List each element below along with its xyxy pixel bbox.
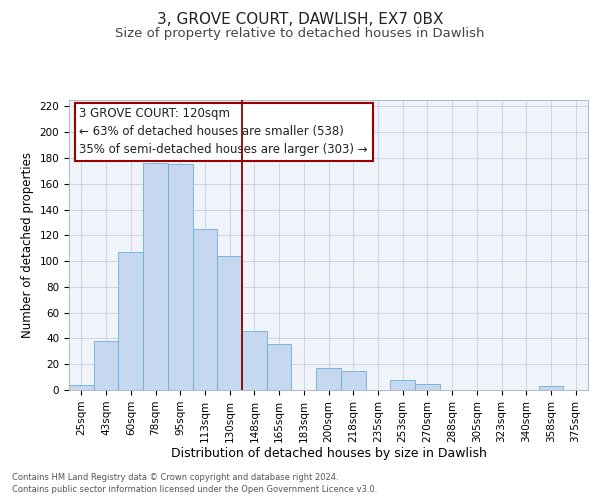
Bar (341, 370, 365, 390)
Bar (415, 384, 440, 390)
Text: 3 GROVE COURT: 120sqm
← 63% of detached houses are smaller (538)
35% of semi-det: 3 GROVE COURT: 120sqm ← 63% of detached … (79, 108, 368, 156)
Bar (118, 252, 143, 390)
Bar (143, 163, 168, 390)
Text: Contains public sector information licensed under the Open Government Licence v3: Contains public sector information licen… (12, 485, 377, 494)
Bar (168, 164, 193, 390)
Bar (267, 344, 292, 390)
Y-axis label: Number of detached properties: Number of detached properties (21, 152, 34, 338)
Bar (316, 368, 341, 390)
Bar (69, 385, 94, 390)
Text: Size of property relative to detached houses in Dawlish: Size of property relative to detached ho… (115, 28, 485, 40)
Text: 3, GROVE COURT, DAWLISH, EX7 0BX: 3, GROVE COURT, DAWLISH, EX7 0BX (157, 12, 443, 28)
Bar (242, 330, 267, 390)
Bar (217, 256, 242, 390)
Bar (539, 386, 563, 390)
X-axis label: Distribution of detached houses by size in Dawlish: Distribution of detached houses by size … (170, 448, 487, 460)
Bar (193, 229, 217, 390)
Text: Contains HM Land Registry data © Crown copyright and database right 2024.: Contains HM Land Registry data © Crown c… (12, 474, 338, 482)
Bar (390, 380, 415, 390)
Bar (94, 341, 118, 390)
